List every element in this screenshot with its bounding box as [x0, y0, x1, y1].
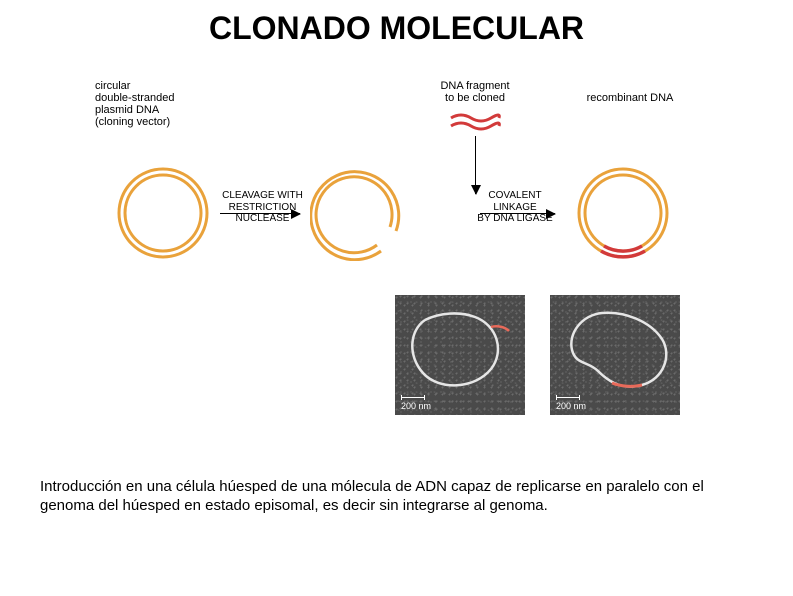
plasmid-closed-ring: [115, 165, 211, 261]
recombinant-ring: [575, 165, 671, 261]
plasmid-label: circulardouble-strandedplasmid DNA(cloni…: [95, 80, 205, 128]
ligase-step-label: COVALENTLINKAGEBY DNA LIGASE: [470, 190, 560, 225]
description-text: Introducción en una célula húesped de un…: [40, 478, 760, 516]
em-micrograph-cut: 200 nm: [395, 295, 525, 415]
dna-fragment-label: DNA fragmentto be cloned: [425, 80, 525, 104]
scalebar-1: 200 nm: [401, 395, 431, 411]
recombinant-label: recombinant DNA: [565, 92, 695, 104]
cleavage-step-label: CLEAVAGE WITHRESTRICTIONNUCLEASE: [215, 190, 310, 225]
scalebar-1-text: 200 nm: [401, 401, 431, 411]
arrow-fragment-down: [475, 136, 476, 194]
plasmid-cut-ring: [310, 165, 406, 261]
scalebar-2-text: 200 nm: [556, 401, 586, 411]
dna-fragment-icon: [447, 110, 503, 134]
scalebar-2: 200 nm: [556, 395, 586, 411]
page-title: CLONADO MOLECULAR: [0, 10, 793, 47]
em-micrograph-recombinant: 200 nm: [550, 295, 680, 415]
cloning-diagram: circulardouble-strandedplasmid DNA(cloni…: [95, 80, 700, 425]
